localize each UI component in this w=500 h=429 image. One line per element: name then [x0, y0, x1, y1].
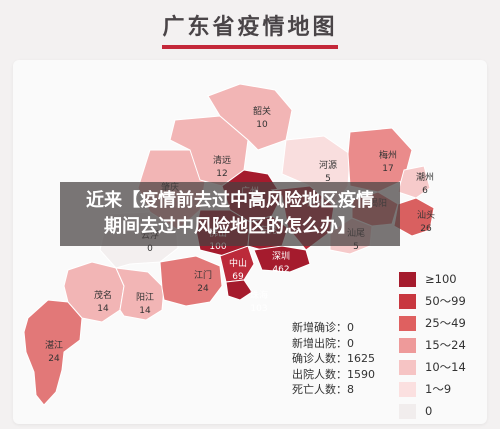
stat-row: 新增确诊：0: [292, 321, 354, 334]
region-zhanjiang[interactable]: [23, 299, 83, 406]
legend-swatch: [399, 293, 416, 309]
region-yangjiang[interactable]: [115, 267, 165, 321]
region-name-jiangmen: 江门: [194, 269, 212, 281]
news-banner[interactable]: 近来【疫情前去过中高风险地区疫情 期间去过中风险地区的怎么办】: [60, 182, 400, 246]
region-value-heyuan: 5: [325, 174, 331, 184]
legend-swatch: [399, 403, 416, 419]
region-name-zhongshan: 中山: [229, 257, 247, 269]
region-value-yunfu: 0: [147, 244, 153, 254]
color-legend: ≥100 50～99 25～49 15～24 10～14 1～9 0: [399, 268, 466, 422]
region-name-qingyuan: 清远: [213, 154, 231, 166]
region-value-zhongshan: 69: [232, 272, 244, 282]
region-name-shaoguan: 韶关: [253, 105, 271, 117]
region-name-zhuhai: 珠海: [250, 289, 268, 301]
title-bar: 广东省疫情地图: [0, 0, 500, 58]
region-name-zhanjiang: 湛江: [45, 340, 63, 351]
region-jiangmen[interactable]: [159, 255, 223, 307]
region-name-yangjiang: 阳江: [136, 292, 154, 303]
stat-row: 新增出院：0: [292, 336, 354, 350]
banner-line-1: 近来【疫情前去过中高风险地区疫情: [86, 190, 374, 211]
legend-item: 0: [399, 400, 466, 422]
region-value-meizhou: 17: [382, 164, 393, 174]
page-title: 广东省疫情地图: [162, 9, 338, 49]
stats-panel: 新增确诊：0 新增出院：0 确诊人数：1625 出院人数：1590 死亡人数：8: [292, 320, 375, 398]
legend-swatch: [399, 359, 416, 375]
region-value-yangjiang: 14: [139, 306, 151, 316]
legend-item: 50～99: [399, 290, 466, 312]
legend-item: ≥100: [399, 268, 466, 290]
banner-line-2: 期间去过中风险地区的怎么办】: [104, 216, 356, 237]
region-value-jiangmen: 24: [197, 284, 209, 294]
stat-row: 确诊人数：1625: [292, 352, 375, 365]
stat-row: 死亡人数：8: [292, 383, 354, 396]
legend-swatch: [399, 381, 416, 397]
region-value-maoming: 14: [97, 304, 109, 314]
region-maoming[interactable]: [63, 261, 125, 323]
region-name-shenzhen: 深圳: [272, 251, 290, 262]
legend-item: 25～49: [399, 312, 466, 334]
legend-swatch: [399, 337, 416, 353]
region-value-chaozhou: 6: [422, 186, 428, 196]
legend-swatch: [399, 315, 416, 331]
region-name-meizhou: 梅州: [379, 149, 397, 161]
region-value-shenzhen: 462: [272, 265, 289, 275]
region-name-maoming: 茂名: [94, 289, 112, 301]
legend-item: 10～14: [399, 356, 466, 378]
region-value-foshan: 100: [209, 242, 226, 252]
region-zhongshan[interactable]: [219, 245, 255, 283]
region-value-qingyuan: 12: [216, 169, 227, 179]
legend-swatch: [399, 271, 416, 287]
region-name-shantou: 汕头: [417, 210, 435, 221]
legend-item: 15～24: [399, 334, 466, 356]
region-value-zhuhai: 103: [250, 304, 267, 314]
region-zhuhai[interactable]: [225, 279, 253, 301]
region-value-shantou: 26: [420, 224, 432, 234]
legend-item: 1～9: [399, 378, 466, 400]
region-shenzhen[interactable]: [253, 245, 311, 273]
stat-row: 出院人数：1590: [292, 367, 375, 381]
region-value-shanwei: 5: [353, 242, 359, 252]
region-name-heyuan: 河源: [319, 159, 337, 171]
region-value-zhanjiang: 24: [48, 354, 60, 364]
region-name-chaozhou: 潮州: [416, 171, 434, 183]
region-value-shaoguan: 10: [256, 120, 268, 130]
